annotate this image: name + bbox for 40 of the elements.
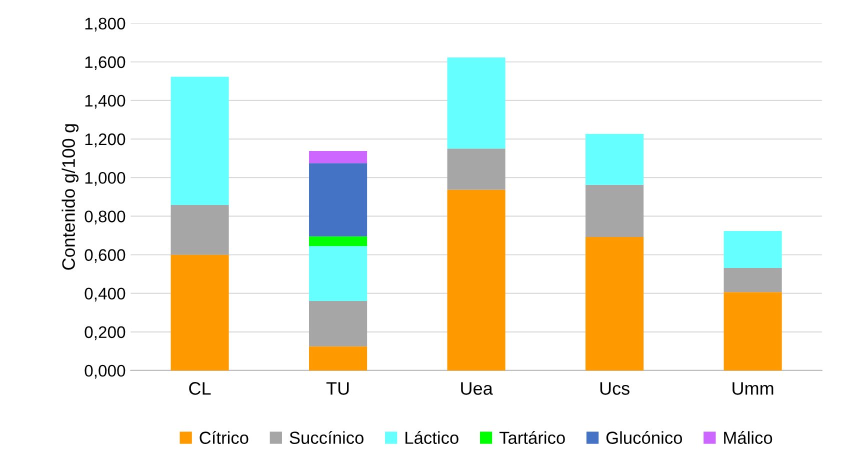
- y-tick-label: 1,200: [85, 133, 126, 148]
- y-tick-label: 0,800: [84, 210, 126, 224]
- bar: [170, 254, 229, 370]
- bar: [309, 236, 368, 246]
- x-tick-label: Uea: [461, 382, 493, 395]
- bar: [447, 148, 506, 190]
- y-tick-label: 1,000: [85, 172, 126, 186]
- y-tick-label: 0,600: [84, 249, 126, 263]
- legend-label: Cítrico: [200, 431, 248, 444]
- x-tick-label: Umm: [732, 382, 774, 395]
- y-tick-label: 0,000: [84, 364, 126, 379]
- bar: [170, 76, 229, 205]
- y-tick-label: 0,200: [84, 326, 126, 340]
- bar: [309, 246, 368, 302]
- legend-label: Glucónico: [606, 431, 682, 444]
- legend-label: Málico: [724, 431, 772, 444]
- y-axis-title: Contenido g/100 g: [62, 124, 79, 270]
- x-tick-label: TU: [326, 382, 349, 395]
- bar: [447, 190, 506, 370]
- bar: [586, 184, 644, 237]
- y-tick-label: 1,800: [85, 18, 126, 32]
- y-tick-label: 0,400: [84, 288, 126, 302]
- x-tick-label: CL: [189, 382, 211, 395]
- bar: [586, 237, 644, 370]
- bar: [309, 301, 368, 346]
- bar: [724, 231, 782, 268]
- bar: [309, 163, 368, 236]
- legend-label: Succínico: [290, 431, 364, 444]
- bar: [170, 204, 229, 255]
- legend-label: Tartárico: [499, 431, 565, 444]
- y-tick-label: 1,400: [85, 94, 126, 109]
- bar: [447, 57, 506, 149]
- bar: [724, 268, 782, 292]
- bar: [309, 150, 368, 164]
- bar: [309, 346, 368, 370]
- bar: [586, 134, 644, 185]
- y-tick-label: 1,600: [85, 56, 126, 70]
- bar: [724, 292, 782, 370]
- x-tick-label: Ucs: [600, 382, 630, 395]
- legend-label: Láctico: [406, 431, 458, 444]
